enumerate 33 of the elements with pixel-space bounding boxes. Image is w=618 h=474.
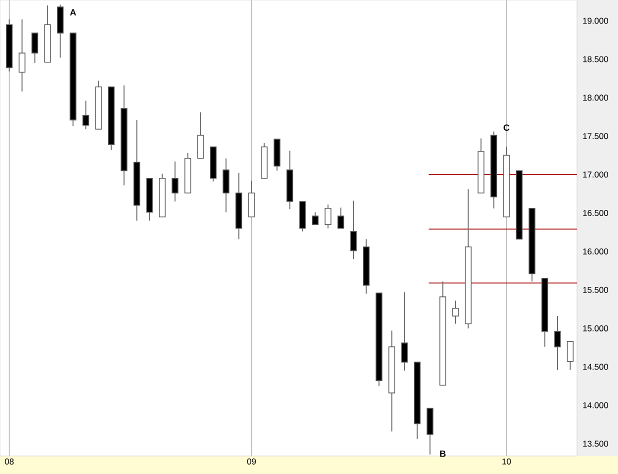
candlestick bbox=[324, 204, 332, 229]
y-tick-label: 17.000 bbox=[583, 172, 608, 178]
y-tick-label: 13.500 bbox=[583, 440, 608, 447]
candlestick bbox=[401, 292, 408, 372]
candlestick bbox=[31, 32, 38, 64]
y-tick-label: 18.500 bbox=[583, 56, 608, 62]
candlestick bbox=[337, 207, 344, 229]
candlestick bbox=[350, 200, 357, 260]
candlestick bbox=[248, 180, 255, 218]
candlestick bbox=[554, 316, 561, 370]
y-tick-label: 19.000 bbox=[583, 18, 608, 24]
candlestick bbox=[172, 160, 178, 202]
y-tick-label: 16.000 bbox=[583, 248, 608, 254]
y-tick-label: 16.500 bbox=[583, 210, 608, 216]
candlestick bbox=[566, 340, 574, 370]
candlestick bbox=[197, 112, 204, 159]
candlestick bbox=[312, 212, 319, 226]
candlestick bbox=[18, 18, 26, 92]
y-tick-label: 14.000 bbox=[583, 402, 608, 408]
annotation: A bbox=[70, 9, 76, 16]
y-tick-label: 14.500 bbox=[583, 364, 608, 370]
y-tick-label: 15.500 bbox=[583, 286, 608, 293]
candlestick bbox=[82, 100, 90, 130]
annotation: C bbox=[504, 124, 510, 131]
x-tick-label: 10 bbox=[502, 458, 511, 465]
y-tick-label: 18.000 bbox=[583, 94, 608, 101]
x-tick-label: 08 bbox=[4, 458, 14, 465]
annotation: B bbox=[440, 450, 446, 457]
candlestick bbox=[452, 300, 459, 324]
y-tick-label: 17.500 bbox=[583, 133, 608, 140]
y-tick-label: 15.000 bbox=[583, 325, 608, 332]
candlestick bbox=[222, 158, 230, 213]
x-tick-label: 09 bbox=[247, 458, 256, 465]
